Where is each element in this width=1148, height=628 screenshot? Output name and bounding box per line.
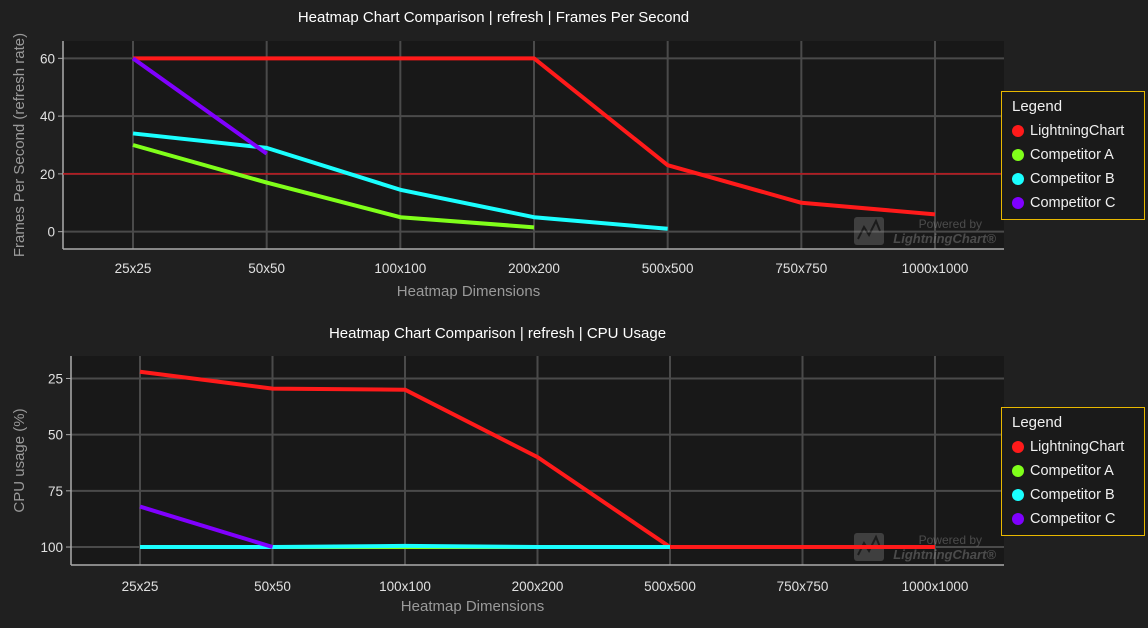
y-tick-label: 20 <box>40 167 55 182</box>
y-tick-label: 40 <box>40 109 55 124</box>
x-tick-label: 1000x1000 <box>902 579 969 594</box>
watermark-logo-icon <box>854 217 884 245</box>
legend-item-competitor-a[interactable]: Competitor A <box>1012 459 1134 483</box>
legend-marker-icon <box>1012 197 1024 209</box>
y-tick-label: 0 <box>47 225 55 240</box>
y-tick-label: 25 <box>48 371 63 386</box>
x-tick-label: 500x500 <box>642 261 694 276</box>
x-axis-title: Heatmap Dimensions <box>397 283 540 300</box>
cpu-chart: 25x25 50x50 100x100 200x200 500x500 750x750 10… <box>11 325 1004 615</box>
watermark-text: Powered by <box>919 533 982 547</box>
series-line-competitor-b <box>140 543 670 550</box>
x-tick-label: 50x50 <box>248 261 285 276</box>
legend-marker-icon <box>1012 489 1024 501</box>
legend-label: Competitor A <box>1030 463 1114 479</box>
y-axis-title: Frames Per Second (refresh rate) <box>11 33 28 257</box>
x-tick-label: 1000x1000 <box>902 261 969 276</box>
watermark-text: LightningChart® <box>893 231 996 246</box>
legend-marker-icon <box>1012 465 1024 477</box>
x-tick-label: 200x200 <box>508 261 560 276</box>
legend-item-competitor-c[interactable]: Competitor C <box>1012 507 1134 531</box>
cpu-chart-legend: Legend LightningChart Competitor A Compe… <box>1001 407 1145 536</box>
legend-marker-icon <box>1012 149 1024 161</box>
x-tick-label: 25x25 <box>122 579 159 594</box>
chart-title: Heatmap Chart Comparison | refresh | CPU… <box>329 325 666 342</box>
legend-item-competitor-b[interactable]: Competitor B <box>1012 167 1134 191</box>
watermark-logo-mark <box>857 218 881 240</box>
legend-label: Competitor A <box>1030 147 1114 163</box>
legend-marker-icon <box>1012 513 1024 525</box>
watermark-text: Powered by <box>919 217 982 231</box>
fps-chart-panel: 25x25 50x50 100x100 200x200 500x500 750x750 10… <box>11 9 1145 300</box>
x-axis-title: Heatmap Dimensions <box>401 598 544 615</box>
chart-title: Heatmap Chart Comparison | refresh | Fra… <box>298 9 689 26</box>
x-tick-label: 100x100 <box>374 261 426 276</box>
y-axis-title: CPU usage (%) <box>11 408 28 512</box>
watermark-text: LightningChart® <box>893 547 996 562</box>
legend-marker-icon <box>1012 125 1024 137</box>
legend-marker-icon <box>1012 173 1024 185</box>
x-tick-label: 50x50 <box>254 579 291 594</box>
legend-label: Competitor C <box>1030 511 1116 527</box>
legend-item-competitor-c[interactable]: Competitor C <box>1012 191 1134 215</box>
series-line-competitor-b <box>132 131 668 231</box>
legend-item-competitor-a[interactable]: Competitor A <box>1012 143 1134 167</box>
fps-chart: 25x25 50x50 100x100 200x200 500x500 750x750 10… <box>11 9 1004 300</box>
legend-item-lightningchart[interactable]: LightningChart <box>1012 119 1134 143</box>
series-line-lightningchart <box>133 56 936 217</box>
y-tick-label: 100 <box>40 540 63 555</box>
series-line-lightningchart <box>139 369 935 550</box>
x-tick-label: 200x200 <box>512 579 564 594</box>
x-tick-label: 100x100 <box>379 579 431 594</box>
y-tick-label: 50 <box>48 428 63 443</box>
x-tick-label: 750x750 <box>775 261 827 276</box>
legend-label: Competitor B <box>1030 171 1115 187</box>
legend-marker-icon <box>1012 441 1024 453</box>
legend-item-lightningchart[interactable]: LightningChart <box>1012 435 1134 459</box>
legend-title: Legend <box>1012 414 1063 431</box>
series-line-competitor-c <box>131 56 268 156</box>
series-line-competitor-c <box>139 504 274 549</box>
legend-label: LightningChart <box>1030 439 1125 455</box>
x-tick-label: 25x25 <box>115 261 152 276</box>
y-tick-label: 60 <box>40 51 55 66</box>
cpu-chart-panel: 25x25 50x50 100x100 200x200 500x500 750x750 10… <box>0 314 1148 628</box>
y-tick-label: 75 <box>48 484 63 499</box>
legend-item-competitor-b[interactable]: Competitor B <box>1012 483 1134 507</box>
legend-label: Competitor B <box>1030 487 1115 503</box>
series-line-competitor-a <box>132 143 535 230</box>
legend-title: Legend <box>1012 98 1063 115</box>
fps-chart-legend: Legend LightningChart Competitor A Compe… <box>1001 91 1145 220</box>
x-tick-label: 750x750 <box>777 579 829 594</box>
legend-label: Competitor C <box>1030 195 1116 211</box>
x-tick-label: 500x500 <box>644 579 696 594</box>
legend-label: LightningChart <box>1030 123 1125 139</box>
